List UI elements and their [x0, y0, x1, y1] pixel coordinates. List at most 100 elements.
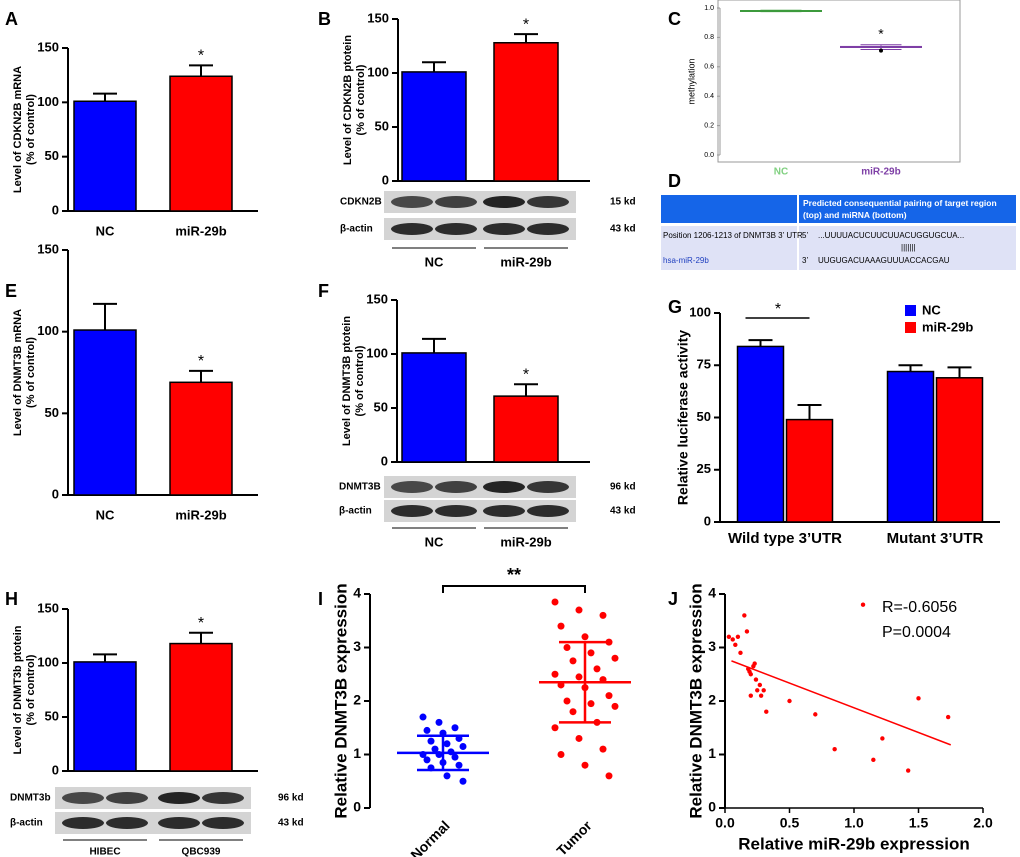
point [431, 745, 439, 753]
blot-size-label: 43 kd [610, 506, 636, 517]
target-sequence: ...UUUUACUCUUCUUACUGGUGCUA... [818, 231, 964, 240]
y-tick-label: 0 [52, 486, 59, 501]
mirna-label: hsa-miR-29b [663, 256, 709, 265]
point [726, 634, 732, 639]
point [443, 740, 451, 748]
point [752, 661, 757, 666]
point [945, 714, 951, 720]
point [551, 598, 559, 606]
significance-label: * [523, 366, 529, 383]
point [832, 746, 837, 752]
blot-strip [55, 787, 251, 809]
blot-band [106, 817, 148, 829]
x-tick-label: NC [96, 223, 115, 238]
y-axis-label: (% of control) [25, 337, 37, 408]
point [916, 696, 921, 701]
y-tick-label: 0.8 [704, 34, 714, 41]
y-axis-label: Level of DNMT3B mRNA [12, 309, 24, 436]
blot-band [62, 817, 104, 829]
point [730, 637, 735, 642]
point [563, 697, 571, 705]
plot-frame [717, 0, 961, 163]
blot-band [483, 505, 525, 517]
blot-band [158, 817, 200, 829]
blot-band [391, 196, 433, 208]
blot-band [527, 196, 569, 208]
x-tick-label: 1.0 [844, 815, 864, 831]
point [599, 745, 607, 753]
point [755, 688, 760, 693]
bar [73, 329, 137, 496]
blot-size-label: 43 kd [610, 224, 636, 235]
blot-row-label: β-actin [340, 224, 373, 235]
y-axis-label: Relative DNMT3B expression [686, 583, 705, 818]
panel-letter: H [5, 589, 18, 609]
panel-letter: D [668, 171, 681, 191]
y-tick-label: 3 [353, 638, 361, 654]
point [753, 677, 759, 682]
blot-band [106, 792, 148, 804]
bar [169, 642, 233, 772]
y-tick-label: 100 [37, 654, 59, 669]
point [764, 709, 769, 714]
point [423, 726, 431, 734]
y-axis-label: Level of DNMT3b ptotein [12, 625, 24, 754]
mirna-sequence: UUGUGACUAAAGUUUACCACGAU [818, 256, 950, 265]
panel-letter: B [318, 9, 331, 29]
y-axis-label: Level of CDKN2B mRNA [12, 66, 24, 193]
target-label: Position 1206-1213 of DNMT3B 3’ UTR [663, 231, 803, 240]
significance-label: * [523, 16, 529, 33]
x-tick-label: miR-29b [500, 254, 551, 269]
bar [493, 42, 559, 182]
blot-band [62, 792, 104, 804]
point [451, 753, 459, 761]
point [611, 702, 619, 710]
y-tick-label: 100 [367, 64, 389, 79]
annotation: R=-0.6056 [882, 599, 957, 616]
point [735, 634, 741, 639]
y-tick-label: 2 [353, 692, 361, 708]
legend-label: NC [922, 302, 941, 317]
y-tick-label: 0.2 [704, 122, 714, 129]
blot-band [435, 196, 477, 208]
y-axis-label: (% of control) [354, 345, 366, 416]
y-tick-label: 150 [37, 39, 59, 54]
y-tick-label: 0 [353, 799, 361, 815]
blot-band [435, 505, 477, 517]
point [738, 650, 743, 656]
point [605, 692, 613, 700]
significance-bracket [442, 585, 586, 593]
target-end: 5’ [802, 231, 808, 240]
y-tick-label: 50 [374, 399, 388, 414]
point [733, 642, 738, 648]
table-row-cell [661, 226, 797, 270]
y-tick-label: 0.4 [704, 93, 714, 100]
blot-band [391, 505, 433, 517]
y-axis-label: methylation [686, 58, 696, 104]
y-axis-label: (% of control) [25, 654, 37, 725]
point [761, 688, 766, 693]
y-tick-label: 0 [52, 202, 59, 217]
y-tick-label: 0.0 [704, 152, 714, 159]
blot-band [202, 792, 244, 804]
table-header-cell [799, 195, 1016, 223]
blot-size-label: 43 kd [278, 818, 304, 829]
blot-band [435, 481, 477, 493]
blot-band [527, 481, 569, 493]
blot-band [391, 223, 433, 235]
point [758, 693, 764, 698]
point [569, 657, 577, 665]
point [451, 724, 459, 732]
point [787, 698, 792, 704]
blot-row-label: β-actin [339, 506, 372, 517]
y-tick-label: 100 [689, 304, 711, 319]
bar [73, 661, 137, 772]
y-axis-label: (% of control) [25, 94, 37, 165]
significance-label: * [198, 353, 204, 370]
pairing-marks: ||||||| [901, 243, 916, 252]
blot-size-label: 96 kd [278, 793, 304, 804]
blot-band [483, 223, 525, 235]
bar [169, 381, 233, 496]
y-tick-label: 0 [381, 453, 388, 468]
